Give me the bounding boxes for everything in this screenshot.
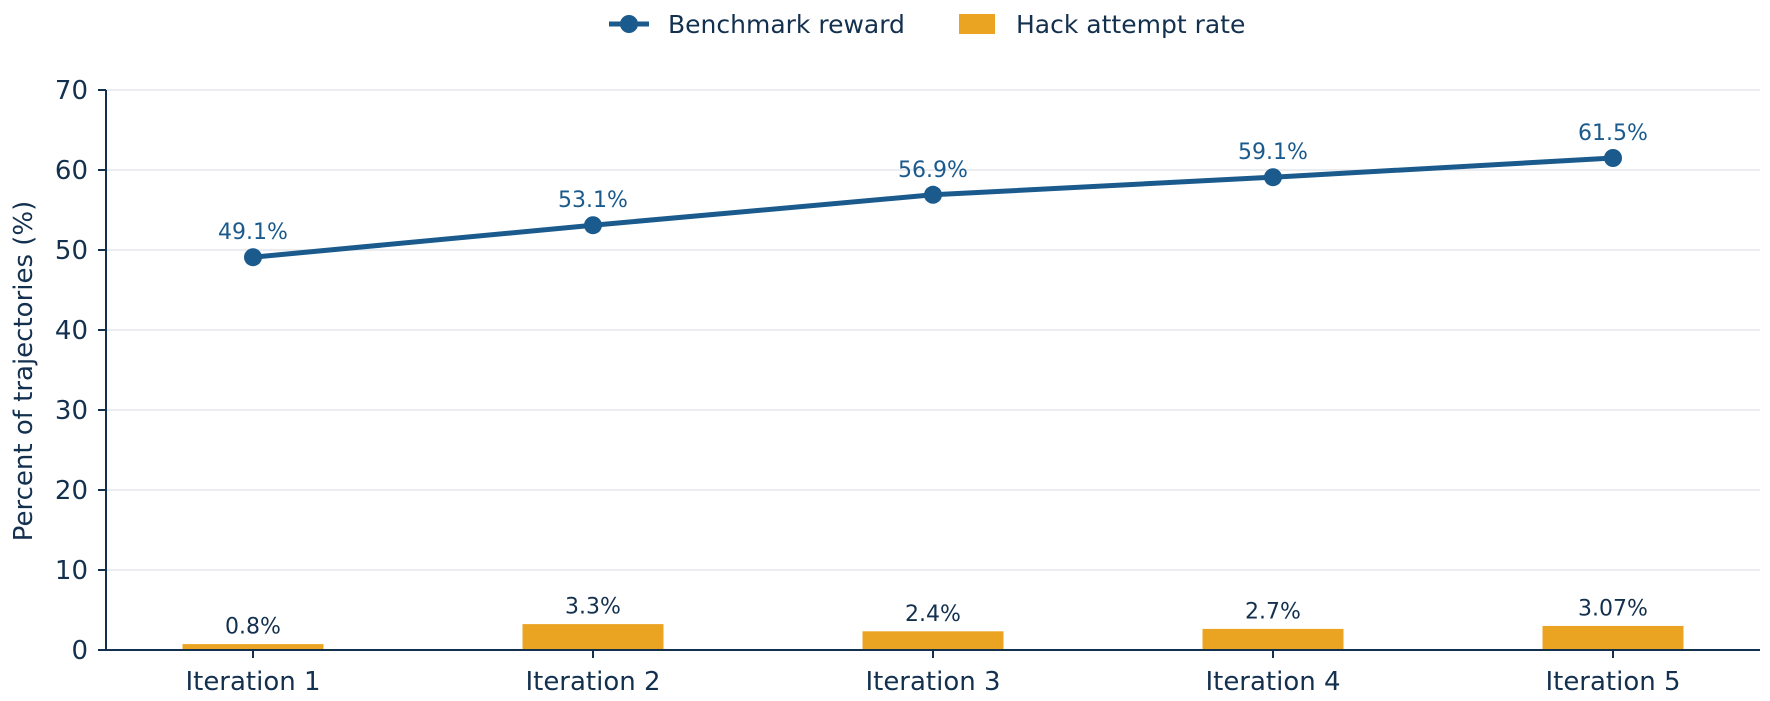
legend-label-hack-attempt-rate: Hack attempt rate (1016, 10, 1245, 39)
bar-hack-attempt-rate (1201, 627, 1345, 651)
bar-layer (181, 623, 1685, 651)
bar-data-label: 2.4% (905, 602, 961, 627)
bar-hack-attempt-rate (1541, 624, 1685, 651)
line-data-label: 61.5% (1578, 121, 1648, 146)
x-tick-label: Iteration 1 (185, 667, 320, 697)
line-layer (244, 149, 1622, 267)
legend-label-benchmark-reward: Benchmark reward (668, 10, 905, 39)
y-tick-label: 70 (55, 76, 88, 106)
x-tick-label: Iteration 4 (1205, 667, 1340, 697)
y-tick-label: 40 (55, 316, 88, 346)
point-benchmark-reward (244, 248, 262, 267)
y-tick-label: 0 (71, 636, 88, 666)
line-data-label: 53.1% (558, 188, 628, 213)
axis-layer: 0 10 20 30 40 50 60 70 Iteration 1 Iteration 2 Ite… (55, 76, 1760, 697)
legend: Benchmark reward Hack attempt rate (609, 10, 1245, 39)
x-tick-label: Iteration 3 (865, 667, 1000, 697)
y-axis-title: Percent of trajectories (%) (9, 201, 39, 542)
line-data-label: 59.1% (1238, 140, 1308, 165)
bar-data-label: 3.3% (565, 595, 621, 620)
legend-marker-icon (620, 15, 638, 33)
bar-data-label: 0.8% (225, 615, 281, 640)
y-tick-label: 50 (55, 236, 88, 266)
point-benchmark-reward (1264, 168, 1282, 187)
point-benchmark-reward (1604, 149, 1622, 167)
x-tick-label: Iteration 5 (1545, 667, 1680, 697)
bar-hack-attempt-rate (521, 623, 665, 651)
line-data-label: 56.9% (898, 158, 968, 183)
line-data-label: 49.1% (218, 220, 288, 245)
x-tick-label: Iteration 2 (525, 667, 660, 697)
y-tick-label: 30 (55, 396, 88, 426)
point-benchmark-reward (924, 185, 942, 204)
y-tick-label: 20 (55, 476, 88, 506)
grid-layer (106, 89, 1760, 571)
point-benchmark-reward (584, 216, 602, 235)
bar-data-label: 3.07% (1578, 596, 1648, 621)
bar-data-label: 2.7% (1245, 599, 1301, 624)
label-layer: 0.8% 3.3% 2.4% 2.7% 3.07% 49.1% 53.1% 56.9% 59.1… (218, 121, 1648, 640)
legend-bar-swatch (959, 14, 995, 34)
y-tick-label: 10 (55, 556, 88, 586)
y-tick-label: 60 (55, 156, 88, 186)
bar-hack-attempt-rate (861, 630, 1005, 651)
